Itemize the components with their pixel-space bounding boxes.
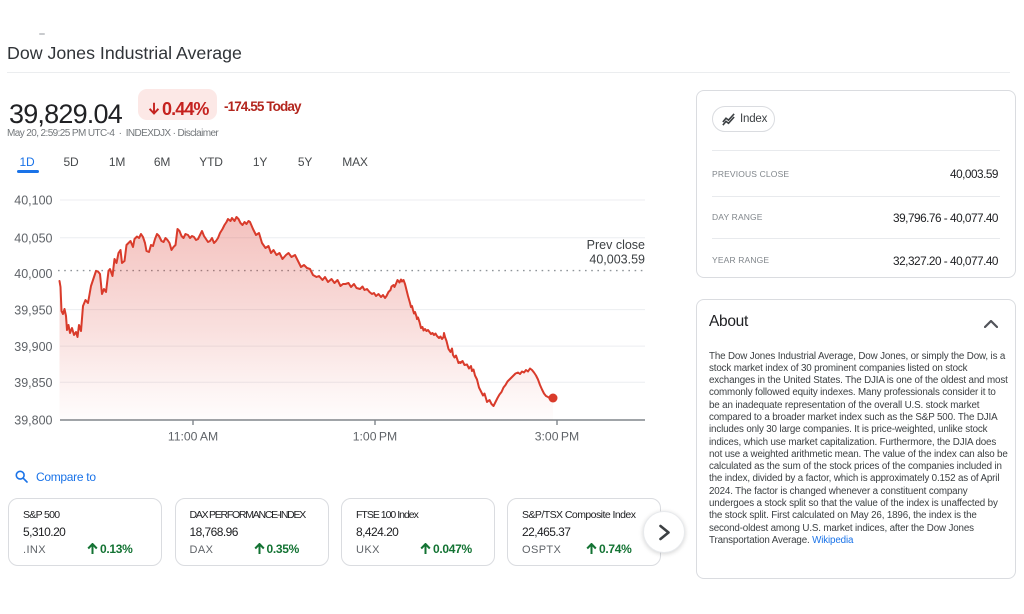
svg-text:40,000: 40,000 — [14, 267, 52, 281]
svg-text:3:00 PM: 3:00 PM — [535, 430, 579, 444]
svg-text:40,100: 40,100 — [14, 194, 52, 208]
svg-text:40,050: 40,050 — [14, 231, 52, 245]
svg-text:39,950: 39,950 — [14, 303, 52, 317]
svg-text:1:00 PM: 1:00 PM — [353, 430, 397, 444]
svg-text:Prev close: Prev close — [587, 238, 645, 252]
svg-text:40,003.59: 40,003.59 — [589, 253, 645, 267]
svg-text:39,800: 39,800 — [14, 414, 52, 428]
svg-text:39,850: 39,850 — [14, 376, 52, 390]
svg-text:39,900: 39,900 — [14, 340, 52, 354]
svg-text:11:00 AM: 11:00 AM — [168, 430, 218, 444]
